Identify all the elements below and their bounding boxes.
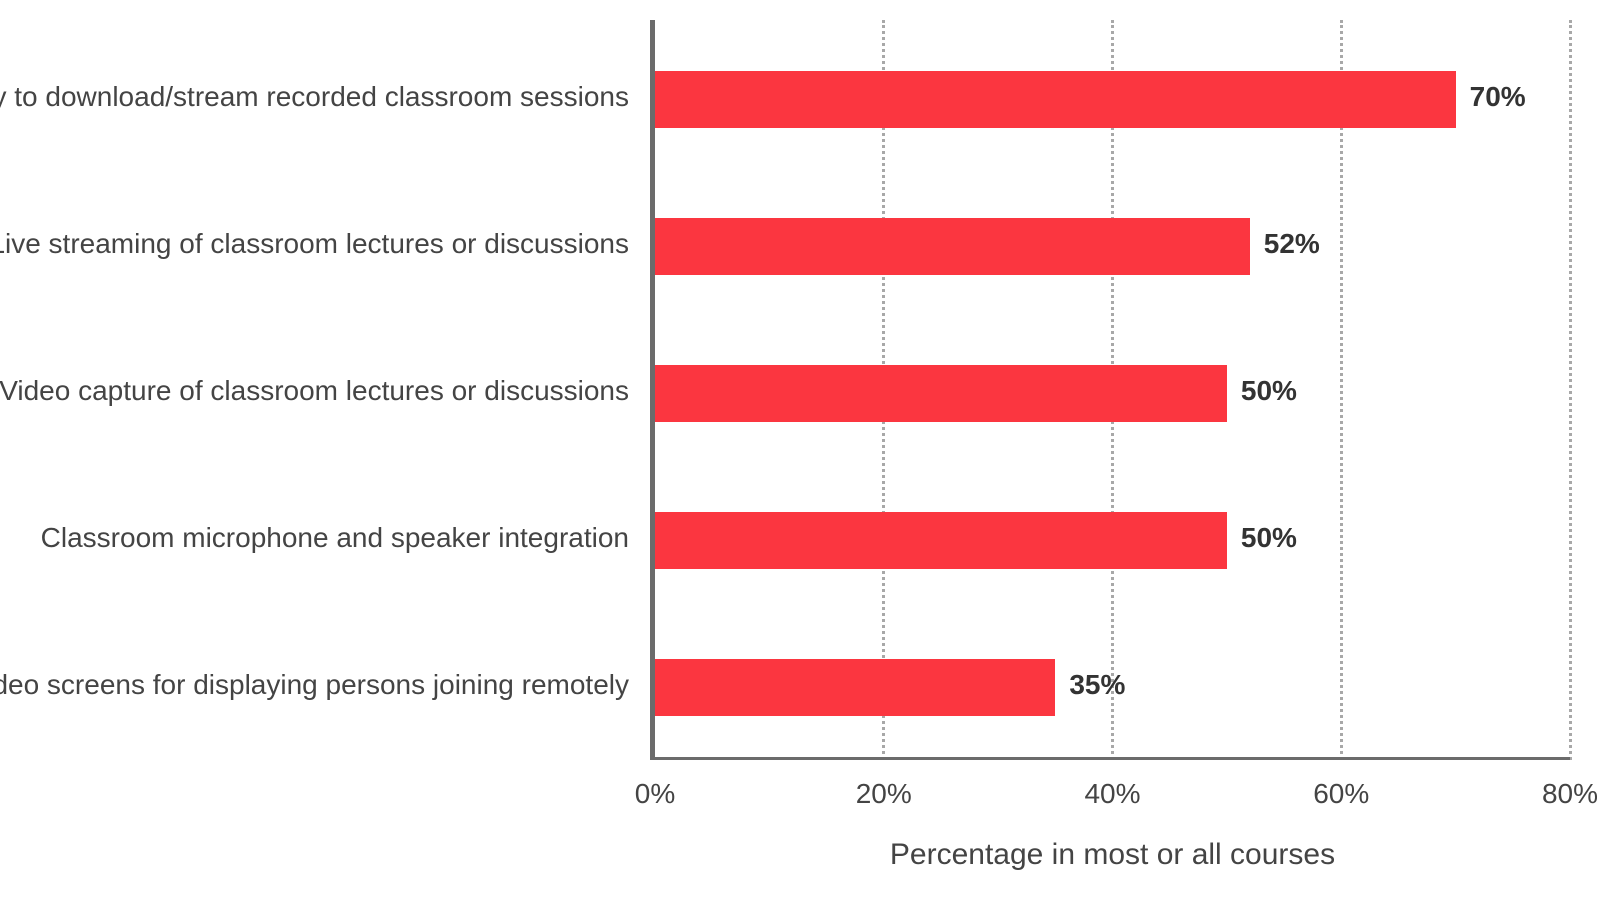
gridline: [1340, 20, 1343, 760]
bar-value-label: 35%: [1069, 669, 1125, 701]
bar-value-label: 70%: [1470, 81, 1526, 113]
category-label: Video screens for displaying persons joi…: [0, 669, 629, 701]
bar-value-label: 52%: [1264, 228, 1320, 260]
x-tick-label: 40%: [1084, 778, 1140, 810]
x-tick-label: 20%: [856, 778, 912, 810]
bar: [655, 512, 1227, 569]
x-tick-label: 60%: [1313, 778, 1369, 810]
x-axis-line: [650, 757, 1570, 760]
bar: [655, 365, 1227, 422]
plot-area: 70%52%50%50%35%0%20%40%60%80%Percentage …: [655, 20, 1570, 760]
category-label: Classroom microphone and speaker integra…: [41, 522, 629, 554]
category-label: Ability to download/stream recorded clas…: [0, 81, 629, 113]
x-axis-title: Percentage in most or all courses: [890, 838, 1335, 872]
chart-container: 70% 52% 50% 50% 35% 0% 20% 40% 60% 80% Percentage …: [0, 0, 1600, 912]
x-tick-label: 80%: [1542, 778, 1598, 810]
category-label: Live streaming of classroom lectures or …: [0, 228, 629, 260]
category-label: Video capture of classroom lectures or d…: [0, 375, 629, 407]
gridline: [1569, 20, 1572, 760]
bar: [655, 659, 1055, 716]
bar-value-label: 50%: [1241, 375, 1297, 407]
bar: [655, 71, 1456, 128]
bar: [655, 218, 1250, 275]
bar-value-label: 50%: [1241, 522, 1297, 554]
x-tick-label: 0%: [635, 778, 675, 810]
